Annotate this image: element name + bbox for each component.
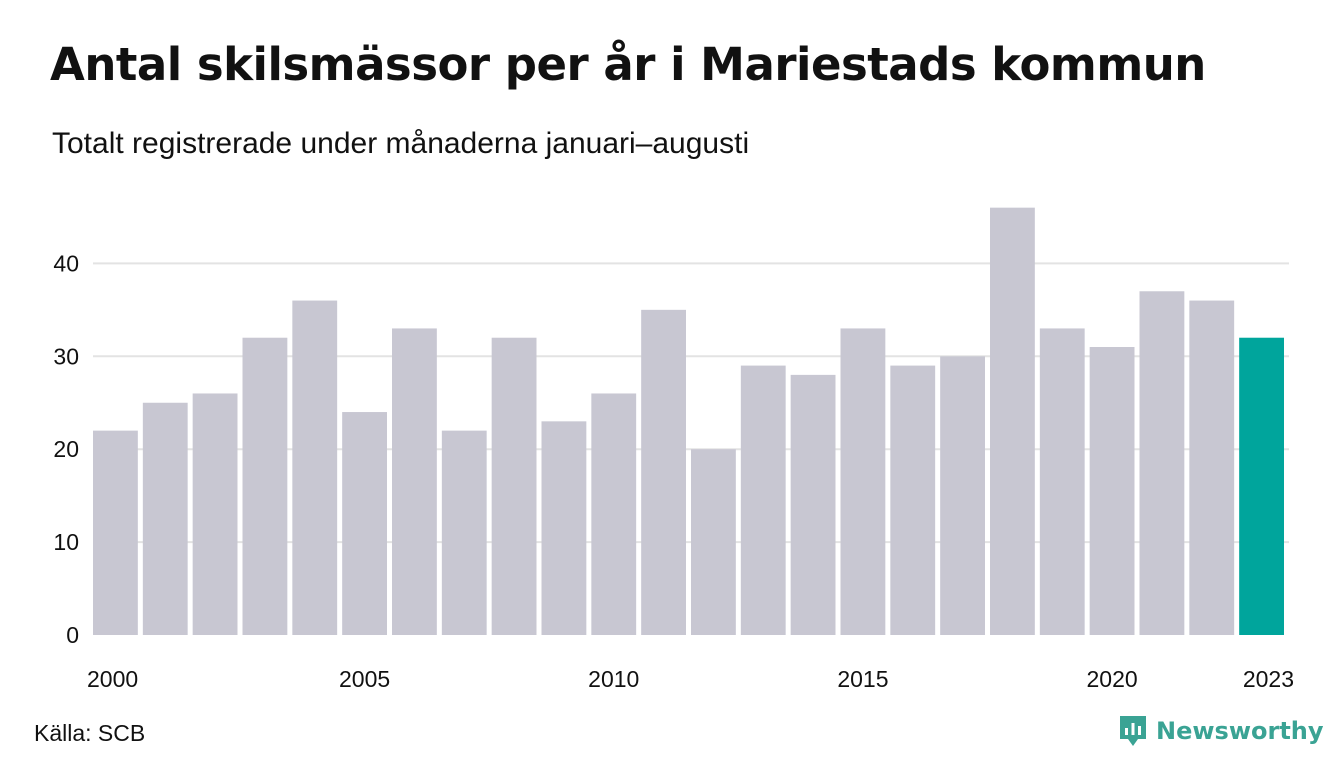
- bar-2020: [1089, 347, 1135, 635]
- chart-subtitle: Totalt registrerade under månaderna janu…: [52, 127, 750, 160]
- bar-2000: [93, 430, 138, 635]
- bar-2022: [1189, 300, 1235, 635]
- bar-2017: [940, 356, 985, 635]
- x-tick-label: 2015: [837, 666, 888, 692]
- bar-2002: [192, 393, 238, 635]
- bar-2012: [691, 449, 736, 635]
- bar-2019: [1039, 328, 1085, 635]
- y-tick-label: 30: [53, 343, 79, 369]
- x-tick-label: 2020: [1086, 666, 1137, 692]
- bar-2004: [292, 300, 338, 635]
- newsworthy-brand: Newsworthy: [1118, 714, 1324, 748]
- source-note: Källa: SCB: [34, 720, 146, 746]
- newsworthy-logo-icon: [1120, 716, 1146, 746]
- bar-2013: [740, 365, 786, 635]
- bar-2009: [541, 421, 587, 635]
- x-tick-label: 2023: [1243, 666, 1294, 692]
- bar-2006: [392, 328, 437, 635]
- bar-2018: [990, 207, 1035, 635]
- x-tick-label: 2010: [588, 666, 639, 692]
- y-axis-tick-labels: 0 10 20 30 40: [53, 250, 79, 648]
- bar-2011: [641, 309, 686, 635]
- bar-2008: [491, 337, 537, 635]
- bar-2021: [1139, 291, 1185, 635]
- bar-2016: [890, 365, 936, 635]
- bar-2005: [342, 412, 387, 635]
- y-tick-label: 0: [66, 622, 79, 648]
- bars: [93, 207, 1284, 635]
- bar-2010: [591, 393, 637, 635]
- y-tick-label: 40: [53, 250, 79, 276]
- bar-2003: [242, 337, 288, 635]
- bar-2015: [840, 328, 886, 635]
- brand-name: Newsworthy: [1156, 717, 1324, 745]
- chart-title: Antal skilsmässor per år i Mariestads ko…: [50, 38, 1206, 91]
- x-axis-tick-labels: 2000 2005 2010 2015 2020 2023: [87, 666, 1294, 692]
- y-tick-label: 10: [53, 529, 79, 555]
- bar-2001: [142, 402, 188, 635]
- bar-2023: [1239, 337, 1284, 635]
- bar-2014: [790, 374, 836, 635]
- x-tick-label: 2000: [87, 666, 138, 692]
- y-tick-label: 20: [53, 436, 79, 462]
- bar-2007: [441, 430, 487, 635]
- x-tick-label: 2005: [339, 666, 390, 692]
